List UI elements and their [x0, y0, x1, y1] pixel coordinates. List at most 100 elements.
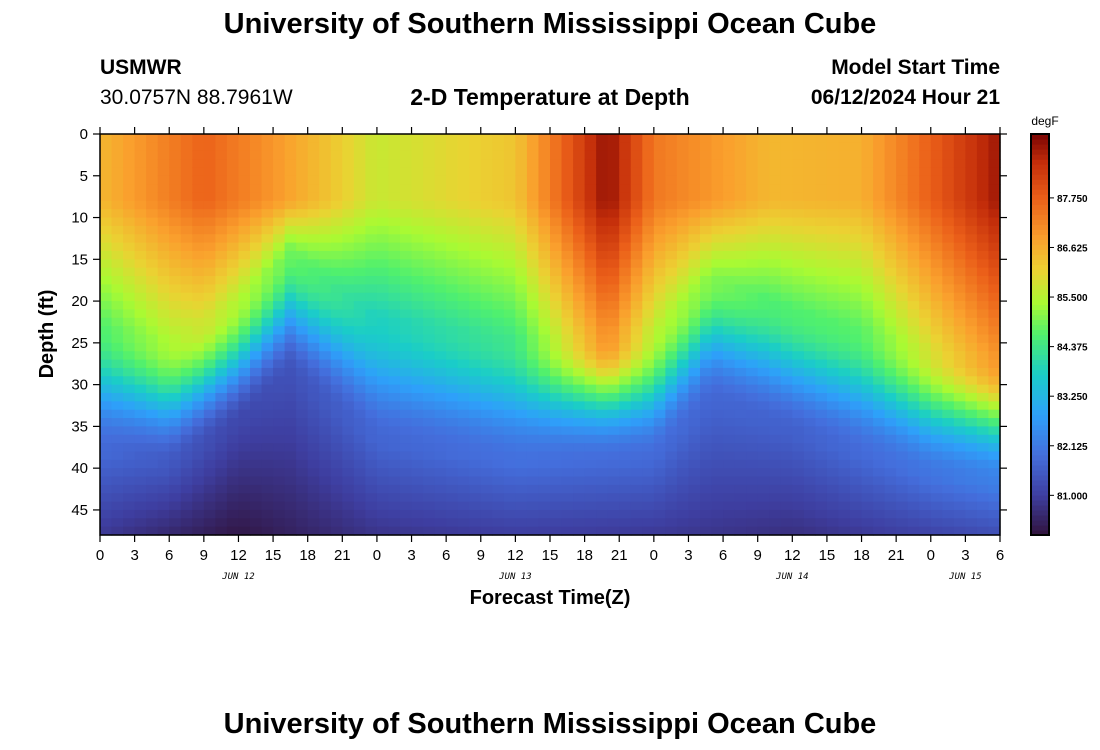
x-tick-label: 3 — [961, 547, 969, 564]
heatmap-cell — [180, 301, 193, 311]
colorbar-segment — [1031, 209, 1049, 215]
heatmap-cell — [550, 392, 563, 402]
heatmap-cell — [676, 276, 690, 285]
heatmap-cell — [861, 301, 874, 311]
heatmap-cell — [896, 351, 909, 361]
heatmap-cell — [815, 409, 828, 419]
heatmap-cell — [723, 359, 736, 369]
heatmap-cell — [100, 192, 113, 202]
heatmap-cell — [180, 159, 193, 169]
heatmap-cell — [157, 484, 170, 494]
heatmap-cell — [157, 418, 170, 427]
colorbar-segment — [1031, 384, 1049, 391]
heatmap-cell — [561, 376, 574, 386]
heatmap-cell — [884, 292, 897, 302]
colorbar-segment — [1031, 494, 1049, 501]
heatmap-cell — [873, 418, 886, 427]
heatmap-cell — [561, 301, 574, 311]
heatmap-cell — [226, 334, 240, 344]
heatmap-cell — [134, 134, 147, 143]
heatmap-cell — [607, 317, 620, 327]
heatmap-cell — [596, 351, 609, 361]
heatmap-cell — [146, 234, 159, 244]
heatmap-cell — [688, 184, 701, 194]
heatmap-cell — [676, 209, 690, 219]
heatmap-cell — [319, 134, 332, 143]
heatmap-cell — [665, 242, 678, 252]
heatmap-cell — [676, 359, 690, 369]
heatmap-cell — [734, 418, 747, 427]
heatmap-cell — [388, 159, 401, 169]
heatmap-cell — [169, 434, 182, 444]
heatmap-cell — [630, 518, 643, 528]
heatmap-cell — [296, 225, 309, 235]
heatmap-cell — [976, 159, 990, 169]
heatmap-cell — [446, 376, 459, 386]
heatmap-cell — [526, 484, 540, 494]
heatmap-cell — [919, 217, 932, 227]
heatmap-cell — [100, 468, 113, 478]
heatmap-cell — [284, 192, 297, 202]
heatmap-cell — [480, 184, 493, 194]
heatmap-cell — [123, 443, 136, 453]
heatmap-cell — [434, 418, 447, 427]
heatmap-cell — [215, 476, 228, 486]
heatmap-cell — [319, 309, 332, 319]
heatmap-cell — [676, 518, 690, 528]
heatmap-cell — [769, 351, 782, 361]
heatmap-cell — [469, 468, 482, 478]
heatmap-cell — [365, 493, 378, 503]
heatmap-cell — [711, 359, 724, 369]
heatmap-cell — [307, 501, 320, 511]
heatmap-cell — [850, 509, 863, 519]
heatmap-cell — [250, 200, 263, 210]
heatmap-cell — [423, 309, 436, 319]
heatmap-cell — [907, 250, 920, 260]
heatmap-cell — [861, 367, 874, 377]
heatmap-cell — [700, 401, 713, 411]
heatmap-cell — [238, 184, 251, 194]
heatmap-cell — [896, 476, 909, 486]
heatmap-cell — [365, 326, 378, 336]
colorbar-segment — [1031, 469, 1049, 476]
heatmap-cell — [457, 301, 470, 311]
heatmap-cell — [134, 175, 147, 185]
heatmap-cell — [803, 367, 816, 377]
heatmap-cell — [850, 426, 863, 436]
heatmap-cell — [503, 209, 516, 219]
heatmap-cell — [642, 518, 655, 528]
heatmap-cell — [515, 225, 528, 235]
heatmap-cell — [953, 326, 966, 336]
heatmap-cell — [192, 134, 205, 143]
heatmap-cell — [942, 142, 955, 152]
heatmap-cell — [319, 225, 332, 235]
heatmap-cell — [330, 334, 343, 344]
heatmap-cell — [180, 276, 193, 285]
colorbar-segment — [1031, 484, 1049, 491]
heatmap-cell — [169, 301, 182, 311]
heatmap-cell — [711, 326, 724, 336]
heatmap-cell — [134, 359, 147, 369]
heatmap-cell — [492, 326, 505, 336]
heatmap-cell — [365, 376, 378, 386]
heatmap-cell — [250, 484, 263, 494]
heatmap-cell — [111, 234, 124, 244]
heatmap-cell — [988, 459, 1001, 469]
heatmap-cell — [111, 175, 124, 185]
heatmap-cell — [111, 392, 124, 402]
heatmap-cell — [723, 526, 736, 536]
heatmap-cell — [446, 392, 459, 402]
heatmap-cell — [180, 484, 193, 494]
heatmap-cell — [976, 301, 990, 311]
heatmap-cell — [803, 242, 816, 252]
heatmap-cell — [307, 401, 320, 411]
heatmap-cell — [492, 409, 505, 419]
heatmap-cell — [919, 426, 932, 436]
heatmap-cell — [930, 367, 943, 377]
heatmap-cell — [780, 526, 793, 536]
heatmap-cell — [792, 259, 805, 269]
heatmap-cell — [100, 443, 113, 453]
heatmap-cell — [746, 142, 759, 152]
heatmap-cell — [607, 426, 620, 436]
heatmap-cell — [157, 309, 170, 319]
